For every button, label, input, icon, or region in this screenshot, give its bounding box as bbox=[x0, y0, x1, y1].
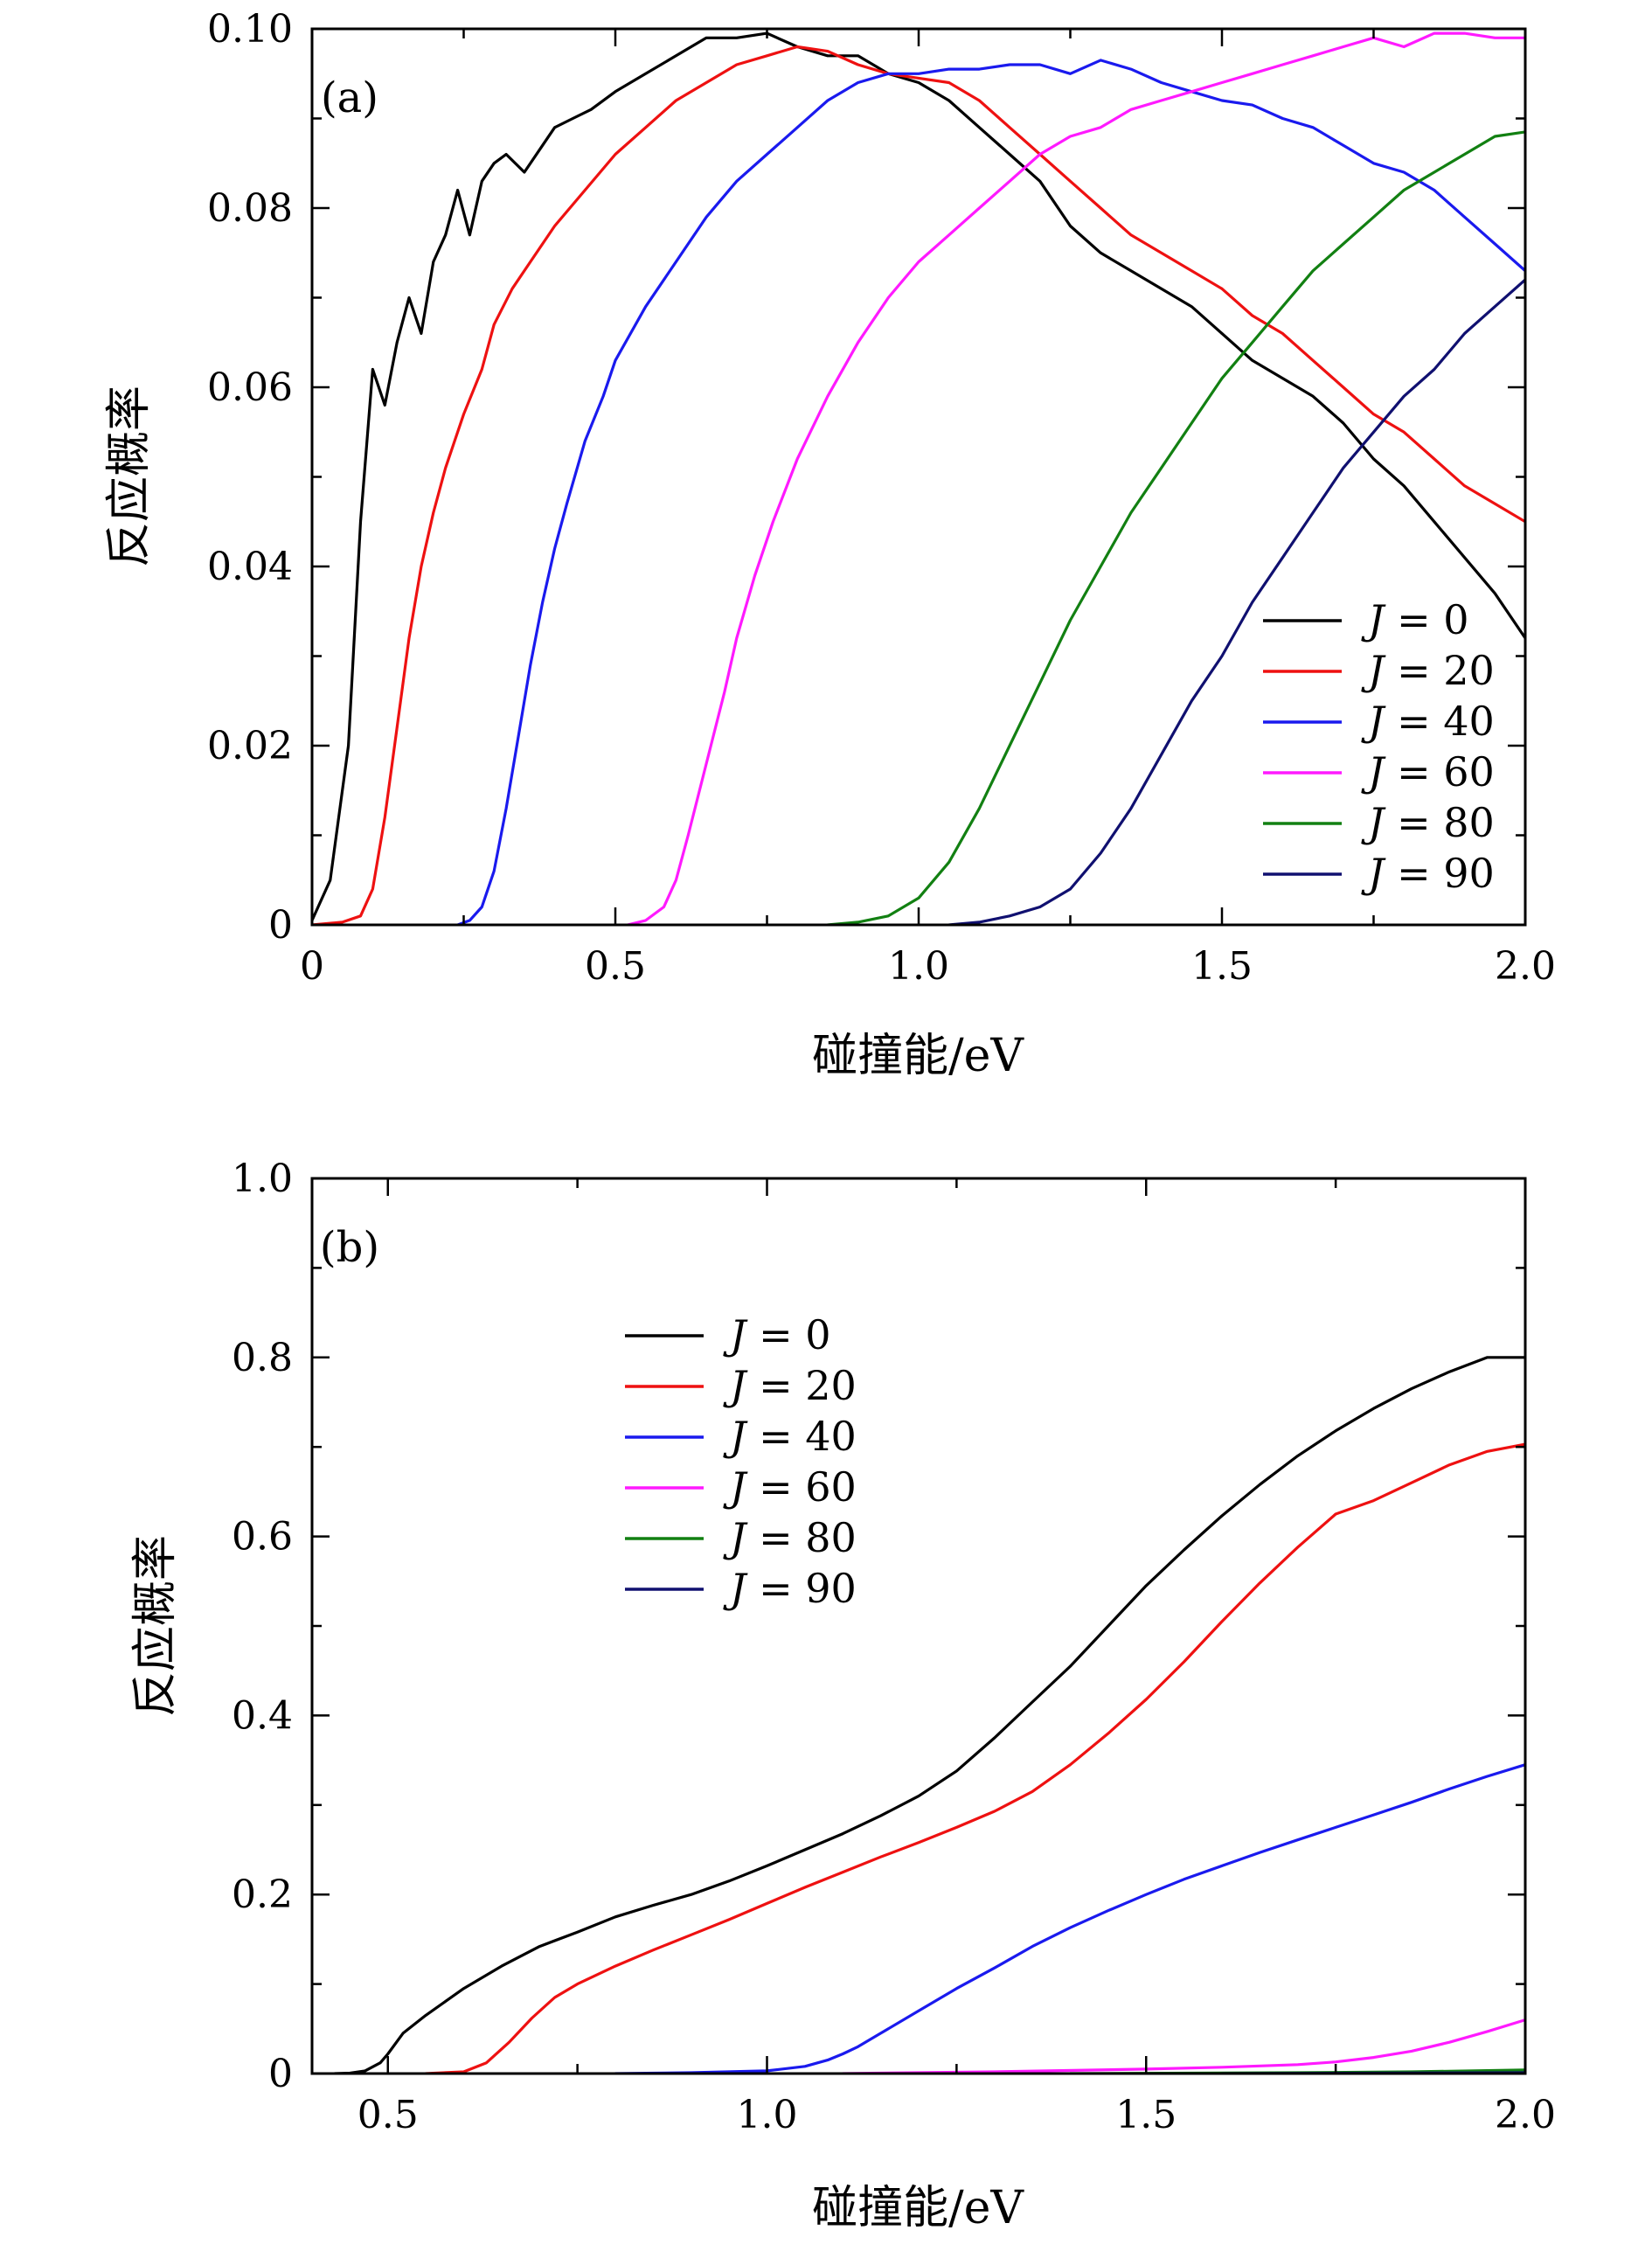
y-tick-label: 0.04 bbox=[207, 545, 293, 589]
y-tick-label: 0.08 bbox=[207, 186, 293, 231]
y-tick-label: 0 bbox=[268, 2052, 293, 2096]
legend-label-j0: J = 0 bbox=[1361, 596, 1469, 643]
panel-label: (b) bbox=[320, 1223, 379, 1272]
y-tick-label: 0.02 bbox=[207, 724, 293, 768]
series-line-j0 bbox=[312, 31, 1525, 922]
x-tick-label: 1.0 bbox=[888, 944, 949, 989]
y-axis-title: 反应概率 bbox=[103, 386, 156, 567]
x-tick-label: 1.5 bbox=[1191, 944, 1253, 989]
legend-label-j60: J = 60 bbox=[723, 1463, 857, 1511]
y-axis-title: 反应概率 bbox=[129, 1535, 182, 1717]
series-line-j80 bbox=[826, 130, 1525, 925]
x-tick-label: 1.5 bbox=[1115, 2093, 1177, 2137]
x-axis-title: 碰撞能/eV bbox=[812, 1030, 1024, 1082]
x-tick-label: 2.0 bbox=[1495, 2093, 1556, 2137]
x-axis-title: 碰撞能/eV bbox=[812, 2182, 1024, 2234]
series-group bbox=[312, 31, 1525, 925]
y-tick-label: 0.2 bbox=[232, 1872, 293, 1917]
series-line-j90 bbox=[947, 278, 1525, 925]
legend-label-j40: J = 40 bbox=[723, 1413, 857, 1460]
legend-label-j40: J = 40 bbox=[1361, 698, 1495, 745]
series-line-j40 bbox=[456, 59, 1525, 925]
series-line-j0 bbox=[333, 1356, 1525, 2074]
legend-label-j0: J = 0 bbox=[723, 1311, 831, 1358]
x-tick-label: 2.0 bbox=[1495, 944, 1556, 989]
panel-a: 0 0.5 1.0 1.5 2.0 0 0.02 0.04 0.06 0.08 0.10 碰撞能/eV… bbox=[103, 7, 1556, 1082]
y-tick-label: 0.4 bbox=[232, 1693, 293, 1738]
x-tick-label: 0.5 bbox=[585, 944, 646, 989]
series-line-j60 bbox=[626, 31, 1525, 925]
legend-label-j20: J = 20 bbox=[1361, 647, 1495, 694]
legend-label-j60: J = 60 bbox=[1361, 748, 1495, 795]
x-tick-label: 0 bbox=[300, 944, 324, 989]
series-line-j60 bbox=[841, 2018, 1525, 2074]
legend-label-j80: J = 80 bbox=[723, 1514, 857, 1561]
legend-label-j90: J = 90 bbox=[723, 1565, 857, 1612]
legend-label-j20: J = 20 bbox=[723, 1362, 857, 1409]
x-tick-label: 0.5 bbox=[357, 2093, 419, 2137]
y-tick-label: 0.8 bbox=[232, 1336, 293, 1380]
y-tick-label: 0.10 bbox=[207, 7, 293, 52]
x-tick-label: 1.0 bbox=[737, 2093, 798, 2137]
series-line-j40 bbox=[614, 1763, 1525, 2074]
y-tick-label: 0.6 bbox=[232, 1515, 293, 1560]
y-tick-label: 0 bbox=[268, 903, 293, 948]
legend: J = 0J = 20J = 40J = 60J = 80J = 90 bbox=[1263, 596, 1495, 897]
series-line-j20 bbox=[312, 45, 1525, 925]
y-tick-label: 0.06 bbox=[207, 365, 293, 410]
legend-label-j80: J = 80 bbox=[1361, 799, 1495, 846]
panel-label: (a) bbox=[321, 73, 378, 122]
series-line-j20 bbox=[424, 1442, 1525, 2074]
y-tick-label: 1.0 bbox=[232, 1157, 293, 1201]
legend-label-j90: J = 90 bbox=[1361, 850, 1495, 897]
